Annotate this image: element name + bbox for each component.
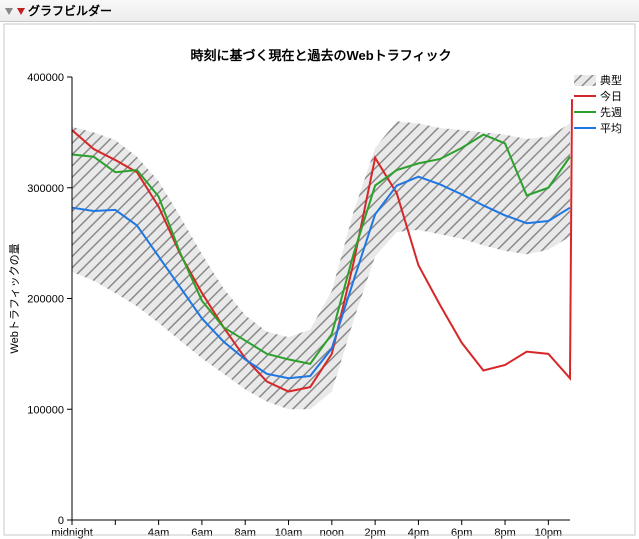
- svg-text:4pm: 4pm: [408, 527, 429, 539]
- chart-area: 時刻に基づく現在と過去のWebトラフィック 0 100000 200000 300000…: [0, 22, 639, 539]
- svg-text:400000: 400000: [27, 72, 64, 84]
- svg-text:6am: 6am: [191, 527, 212, 539]
- panel-header[interactable]: グラフビルダー: [0, 0, 639, 22]
- legend-label: 典型: [600, 73, 622, 87]
- svg-text:10am: 10am: [275, 527, 303, 539]
- svg-text:8am: 8am: [235, 527, 256, 539]
- svg-text:200000: 200000: [27, 294, 64, 306]
- svg-text:8pm: 8pm: [494, 527, 515, 539]
- legend-label: 先週: [600, 106, 622, 119]
- svg-text:2pm: 2pm: [364, 527, 385, 539]
- legend-swatch: [574, 75, 596, 86]
- chart-svg: 時刻に基づく現在と過去のWebトラフィック 0 100000 200000 300000…: [0, 22, 639, 539]
- svg-text:0: 0: [58, 515, 64, 527]
- hotspot-triangle-icon[interactable]: [16, 6, 26, 16]
- band-typical: [72, 121, 570, 409]
- svg-text:300000: 300000: [27, 183, 64, 195]
- panel-title: グラフビルダー: [28, 2, 112, 19]
- svg-text:100000: 100000: [27, 404, 64, 416]
- legend-label: 平均: [600, 122, 622, 135]
- disclosure-triangle-icon[interactable]: [4, 6, 14, 16]
- svg-text:10pm: 10pm: [535, 527, 563, 539]
- app-window: グラフビルダー 時刻に基づく現在と過去のWebトラフィック 0 100000 2000…: [0, 0, 639, 539]
- svg-text:6pm: 6pm: [451, 527, 472, 539]
- svg-text:Webトラフィックの量: Webトラフィックの量: [8, 243, 21, 353]
- svg-text:時刻に基づく現在と過去のWebトラフィック: 時刻に基づく現在と過去のWebトラフィック: [191, 48, 452, 63]
- svg-text:4am: 4am: [148, 527, 169, 539]
- legend-label: 今日: [600, 89, 622, 103]
- svg-text:noon: noon: [320, 527, 344, 539]
- svg-text:midnight: midnight: [51, 527, 93, 539]
